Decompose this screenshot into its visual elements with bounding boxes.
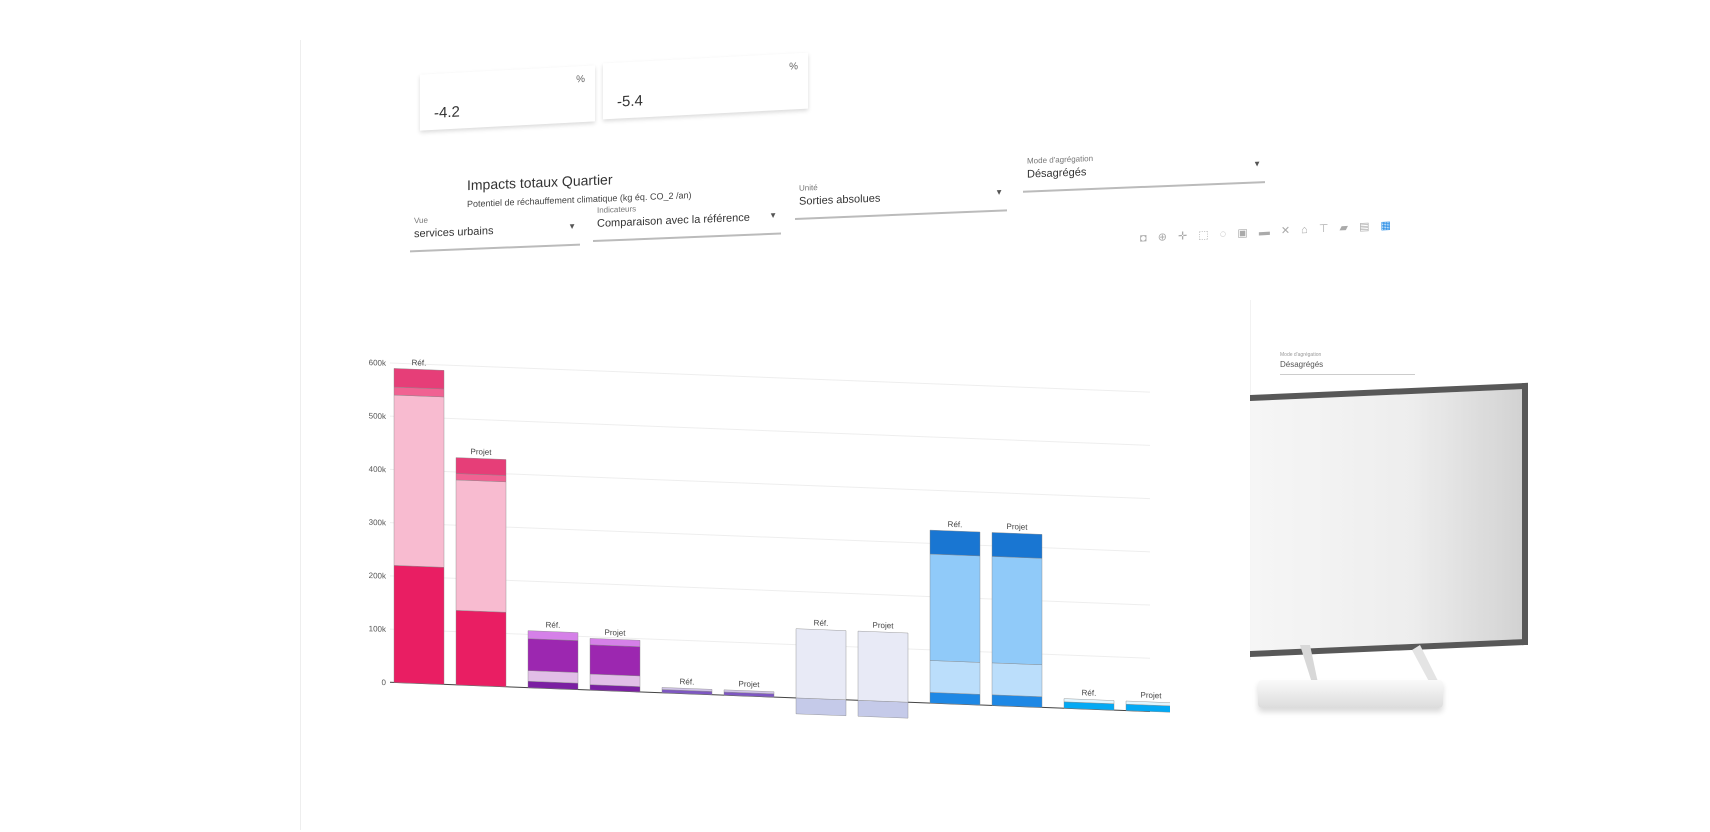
bar-chart: 0 100k 200k 300k 400k 500k 600k Réf. Projet Réf. P… (369, 358, 1170, 719)
bar-label: Réf. (680, 677, 695, 687)
bar-label: Projet (471, 447, 493, 457)
bar-segment (795, 697, 847, 716)
kpi-value: -5.4 (617, 92, 643, 111)
y-tick-label: 400k (369, 465, 387, 475)
bar-segment (991, 532, 1043, 559)
y-tick-label: 300k (369, 518, 387, 528)
mode-label: Mode d'agrégation (1027, 153, 1094, 166)
monitor-stand (1300, 645, 1440, 687)
bar-label: Projet (1141, 691, 1163, 701)
indicateurs-select[interactable]: Indicateurs Comparaison avec la référenc… (593, 198, 781, 243)
y-tick-label: 0 (382, 678, 387, 687)
gridline (390, 415, 1150, 446)
bar-segment (929, 660, 981, 695)
bar-segment (455, 610, 507, 687)
chevron-down-icon: ▼ (568, 221, 576, 232)
unite-label: Unité (799, 183, 818, 193)
vue-select[interactable]: Vue services urbains ▼ (410, 209, 580, 253)
kpi-card-1: -4.2 % (420, 65, 595, 131)
ghost-mode-select: Mode d'agrégation Désagrégés (1280, 352, 1415, 375)
bar-label: Réf. (412, 358, 427, 368)
y-tick-label: 100k (369, 624, 387, 634)
bar-segment (589, 673, 641, 687)
bar-segment (393, 368, 445, 390)
chevron-down-icon: ▼ (995, 187, 1003, 197)
mode-value: Désagrégés (1027, 166, 1087, 181)
bar-segment (455, 457, 507, 476)
bar-label: Projet (1007, 522, 1029, 532)
bar-segment (393, 565, 445, 685)
indicateurs-value: Comparaison avec la référence (597, 211, 750, 230)
hover-compare-icon[interactable]: ▤ (1359, 220, 1374, 234)
zoom-in-icon[interactable]: ▣ (1237, 226, 1252, 240)
bar-segment (589, 644, 641, 677)
lasso-icon[interactable]: ◌ (1219, 227, 1231, 241)
bar-segment (723, 689, 775, 695)
kpi-card-2: -5.4 % (603, 52, 808, 120)
y-tick-label: 200k (369, 571, 387, 581)
bar-segment (857, 700, 909, 719)
ghost-mode-label: Mode d'agrégation (1280, 352, 1322, 358)
bar-segment (929, 529, 981, 557)
bar-segment (929, 692, 981, 706)
bar-label: Projet (873, 621, 895, 631)
bar-label: Réf. (948, 520, 963, 530)
zoom-icon[interactable]: ⊕ (1157, 231, 1171, 244)
mode-select[interactable]: Mode d'agrégation Désagrégés ▼ (1023, 147, 1265, 193)
kpi-unit: % (576, 73, 585, 86)
zoom-out-icon[interactable]: ▬ (1258, 225, 1274, 239)
chevron-down-icon: ▼ (769, 210, 777, 220)
indicateurs-label: Indicateurs (597, 204, 637, 215)
vue-label: Vue (414, 215, 428, 226)
bar-segment (857, 630, 909, 703)
bar-segment (929, 553, 981, 663)
gridline (390, 468, 1150, 500)
y-tick-label: 600k (369, 358, 387, 368)
bar-segment (991, 662, 1043, 697)
spike-icon[interactable]: ⊤ (1318, 222, 1333, 236)
bar-segment (795, 628, 847, 701)
bar-label: Réf. (546, 620, 561, 630)
bar-segment (1063, 698, 1115, 704)
gridline (390, 362, 1150, 393)
bar-label: Projet (739, 679, 761, 689)
kpi-value: -4.2 (434, 103, 460, 122)
bar-segment (661, 687, 713, 692)
chart-title: Impacts totaux Quartier (467, 171, 613, 194)
plotly-logo-icon[interactable]: ▦ (1380, 219, 1395, 233)
hover-closest-icon[interactable]: ▰ (1339, 221, 1353, 235)
bar-segment (527, 638, 579, 673)
bar-segment (455, 479, 507, 613)
monitor-base (1258, 680, 1443, 708)
bar-label: Projet (605, 628, 627, 638)
chevron-down-icon: ▼ (1253, 159, 1261, 169)
pan-icon[interactable]: ✛ (1178, 229, 1192, 243)
camera-icon[interactable]: ◘ (1140, 232, 1151, 245)
unite-select[interactable]: Unité Sorties absolues ▼ (795, 175, 1007, 220)
bar-segment (589, 638, 641, 647)
bar-segment (1125, 700, 1170, 707)
unite-value: Sorties absolues (799, 192, 881, 208)
bar-segment (527, 670, 579, 684)
bar-segment (991, 694, 1043, 708)
monitor-screen (1250, 382, 1528, 657)
bar-segment (393, 394, 445, 568)
kpi-unit: % (789, 61, 798, 73)
bar-label: Réf. (814, 618, 829, 628)
vue-value: services urbains (414, 225, 494, 241)
bar-label: Réf. (1082, 688, 1097, 698)
bar-segment (527, 630, 579, 641)
y-tick-label: 500k (369, 411, 387, 421)
box-select-icon[interactable]: ⬚ (1198, 228, 1213, 242)
autoscale-icon[interactable]: ✕ (1280, 224, 1295, 238)
bar-segment (991, 556, 1043, 665)
ghost-mode-value: Désagrégés (1280, 360, 1324, 369)
home-icon[interactable]: ⌂ (1301, 223, 1312, 237)
